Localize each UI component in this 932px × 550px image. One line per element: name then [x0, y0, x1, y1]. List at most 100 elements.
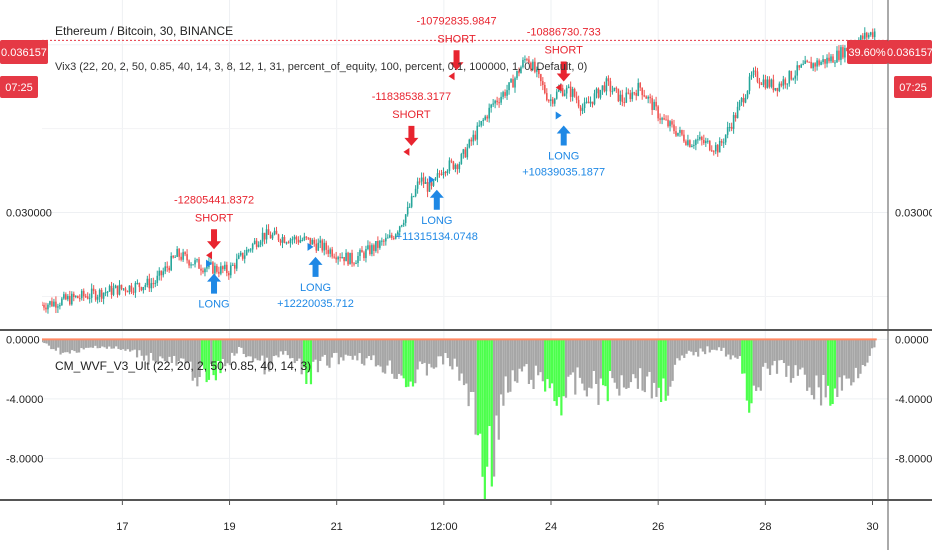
x-tick-label: 21 [331, 521, 343, 533]
wvf-bar [145, 339, 148, 356]
wvf-bar [68, 339, 71, 354]
candle-body [710, 150, 713, 152]
wvf-bar [771, 339, 774, 366]
price-pane[interactable]: SHORT -12805441.8372 LONG LONG +12220035.712… [41, 15, 888, 314]
wvf-bar [826, 339, 830, 386]
candle-body [204, 268, 206, 273]
candle-body [663, 118, 665, 120]
wvf-bar [474, 339, 477, 435]
wvf-bar [606, 339, 609, 402]
candle-body [651, 98, 653, 110]
candle-body [603, 85, 606, 92]
wvf-bar [261, 339, 264, 356]
wvf-bar [193, 339, 197, 378]
long-signal: LONG +11315134.0748 [396, 175, 478, 243]
candle-body [265, 229, 268, 240]
candle-body [865, 32, 868, 38]
candle-body [792, 78, 795, 80]
wvf-bar [395, 339, 398, 380]
strategy-label[interactable]: Vix3 (22, 20, 2, 50, 0.85, 40, 14, 3, 8,… [55, 61, 587, 73]
candle-body [460, 154, 463, 165]
wvf-bar [163, 339, 166, 362]
wvf-bar [653, 339, 656, 383]
wvf-bar [692, 339, 695, 356]
candle-body [317, 242, 320, 251]
candle-body [629, 93, 632, 100]
wvf-bar [465, 339, 468, 384]
price-badge-left-text: 0.036157 [1, 47, 47, 59]
candle-body [756, 71, 759, 82]
candle-body [593, 93, 596, 105]
indicator-pane[interactable] [41, 338, 877, 504]
wvf-bar [476, 339, 480, 436]
wvf-bar [787, 339, 790, 366]
candle-body [369, 245, 371, 255]
candle-body [220, 266, 222, 274]
candle-body [114, 285, 117, 289]
candle-body [150, 283, 153, 289]
candle-body [589, 101, 592, 104]
wvf-bar [184, 339, 187, 364]
candle-body [110, 285, 113, 295]
candle-body [287, 242, 290, 244]
x-tick-label: 28 [759, 521, 771, 533]
wvf-bar [196, 339, 199, 387]
candle-body [134, 283, 137, 293]
wvf-bar [734, 339, 737, 358]
candle-body [297, 239, 300, 243]
candle-body [577, 99, 580, 107]
wvf-bar [736, 339, 739, 359]
wvf-bar [646, 339, 649, 377]
wvf-bar [518, 339, 521, 369]
candle-body [434, 177, 437, 181]
exit-marker-icon [206, 251, 213, 260]
wvf-bar [156, 339, 160, 365]
wvf-bar [98, 339, 102, 349]
candle-body [738, 101, 741, 107]
candle-body [762, 79, 765, 85]
wvf-bar [629, 339, 633, 383]
long-signal: LONG [198, 259, 230, 311]
candle-body [88, 297, 91, 299]
wvf-bar [286, 339, 289, 356]
wvf-bar [50, 339, 53, 350]
wvf-bar [330, 339, 333, 358]
candle-body [385, 237, 387, 242]
candle-body [730, 126, 733, 129]
indicator-label[interactable]: CM_WVF_V3_Ult (22, 20, 2, 50, 0.85, 40, … [55, 359, 311, 373]
wvf-bar [122, 339, 125, 350]
candle-body [705, 140, 707, 144]
candle-body [546, 93, 548, 101]
candle-body [542, 81, 544, 85]
candle-body [508, 82, 510, 91]
candle-body [230, 265, 232, 276]
wvf-bar [613, 339, 616, 383]
long-pnl: +12220035.712 [277, 298, 354, 310]
wvf-bar [224, 339, 227, 367]
wvf-bar [615, 339, 619, 389]
candle-body [339, 257, 341, 259]
candle-body [796, 65, 799, 76]
wvf-bar [177, 339, 180, 362]
candle-body [414, 188, 417, 197]
candle-body [305, 236, 308, 238]
candle-body [504, 92, 506, 96]
wvf-bar [340, 339, 343, 358]
wvf-bar [548, 339, 551, 389]
wvf-bar [360, 339, 364, 364]
wvf-bar [870, 339, 874, 349]
wvf-bar [778, 339, 781, 361]
candle-body [371, 245, 373, 255]
long-signal: LONG +12220035.712 [277, 242, 354, 310]
wvf-bar [815, 339, 818, 376]
price-badge-left: 0.036157 [0, 40, 48, 64]
wvf-bar [91, 339, 95, 348]
short-label: SHORT [545, 44, 584, 56]
wvf-bar [384, 339, 387, 374]
candle-body [599, 89, 602, 98]
candle-body [770, 79, 773, 87]
candle-body [142, 287, 145, 291]
wvf-bar [126, 339, 129, 350]
wvf-bar [152, 339, 155, 361]
wvf-bar [448, 339, 452, 367]
